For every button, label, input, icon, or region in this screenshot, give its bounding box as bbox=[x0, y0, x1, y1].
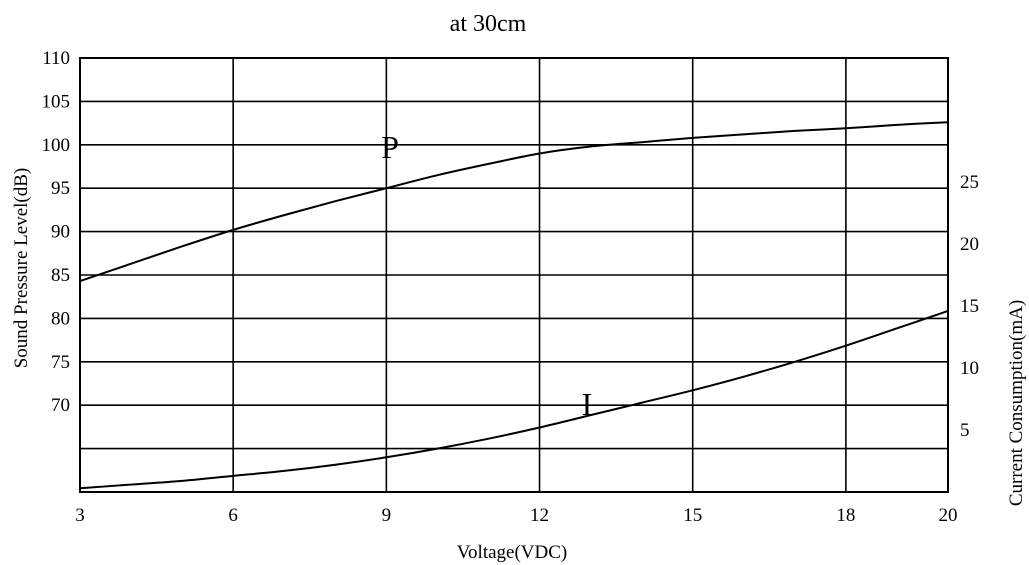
y-left-tick-7: 105 bbox=[42, 91, 71, 112]
x-tick-0: 3 bbox=[75, 505, 85, 526]
y-left-axis-label: Sound Pressure Level(dB) bbox=[11, 168, 32, 369]
x-tick-labels: 3 6 9 12 15 18 20 bbox=[75, 505, 957, 526]
y-left-tick-8: 110 bbox=[42, 48, 70, 69]
y-left-tick-2: 80 bbox=[51, 308, 70, 329]
series-line-p bbox=[79, 121, 949, 283]
y-right-axis-label: Current Consumption(mA) bbox=[1006, 300, 1027, 506]
y-right-tick-1: 10 bbox=[960, 358, 979, 379]
y-left-tick-4: 90 bbox=[51, 222, 70, 243]
y-right-tick-3: 20 bbox=[960, 234, 979, 255]
y-right-tick-4: 25 bbox=[960, 172, 979, 193]
x-tick-6: 20 bbox=[939, 505, 958, 526]
y-right-tick-labels: 5 10 15 20 25 bbox=[960, 172, 979, 441]
grid-lines bbox=[79, 57, 949, 493]
x-tick-3: 12 bbox=[530, 505, 549, 526]
y-right-tick-0: 5 bbox=[960, 420, 970, 441]
x-axis-label: Voltage(VDC) bbox=[457, 542, 567, 563]
x-tick-4: 15 bbox=[683, 505, 702, 526]
plot-frame bbox=[79, 57, 949, 493]
x-tick-1: 6 bbox=[228, 505, 238, 526]
series-line-i bbox=[79, 310, 949, 490]
y-left-tick-0: 70 bbox=[51, 395, 70, 416]
y-right-tick-2: 15 bbox=[960, 296, 979, 317]
y-left-tick-6: 100 bbox=[42, 135, 71, 156]
x-tick-5: 18 bbox=[836, 505, 855, 526]
series-label-i: I bbox=[582, 386, 593, 422]
y-left-tick-labels: 70 75 80 85 90 95 100 105 110 bbox=[42, 48, 71, 416]
y-left-tick-5: 95 bbox=[51, 178, 70, 199]
y-left-tick-1: 75 bbox=[51, 352, 70, 373]
chart-title: at 30cm bbox=[450, 11, 527, 37]
x-tick-2: 9 bbox=[382, 505, 392, 526]
y-left-tick-3: 85 bbox=[51, 265, 70, 286]
series-label-p: P bbox=[381, 129, 399, 165]
series-curves bbox=[79, 121, 949, 490]
